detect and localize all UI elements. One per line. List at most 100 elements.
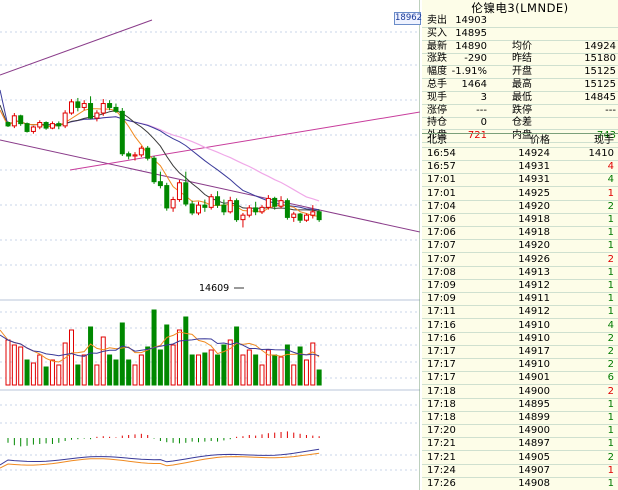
volume-ma-line [0,334,320,357]
tick-volume: 1 [607,266,614,278]
tick-volume: 1 [607,227,614,239]
tick-row[interactable]: 17:11 14912 1 [422,305,618,320]
candle-body [113,106,119,112]
tick-row[interactable]: 17:06 14918 1 [422,213,618,227]
tick-row[interactable]: 17:01 14931 4 [422,173,618,188]
quote-row: 总手 1464 最高 15125 [422,78,618,92]
quote-label: 买入 [427,27,447,39]
volume-bar [259,364,265,386]
candle-body [284,200,290,218]
quote-value: 1464 [461,79,487,90]
volume-bar [170,344,176,386]
quote-label: 均价 [512,40,532,52]
quote-label: 跌停 [512,104,532,116]
tick-row[interactable]: 17:09 14912 1 [422,279,618,293]
tick-row[interactable]: 17:06 14918 1 [422,226,618,241]
tick-row[interactable]: 17:24 14907 1 [422,464,618,478]
candle-body [151,157,157,183]
candle-body [75,101,81,108]
tick-volume: 4 [607,319,614,331]
quote-row: 涨停 --- 跌停 --- [422,104,618,118]
volume-bar [221,344,227,386]
tick-row[interactable]: 17:17 14910 2 [422,358,618,373]
tick-row[interactable]: 17:18 14900 2 [422,385,618,399]
candle-body [157,181,163,187]
volume-bar [145,346,151,386]
tick-row[interactable]: 17:04 14920 2 [422,200,618,214]
tick-time: 17:21 [427,438,456,450]
tick-row[interactable]: 17:16 14910 2 [422,332,618,346]
kline-chart-area[interactable]: 18962 14609 [0,0,422,490]
tick-row[interactable]: 17:18 14895 1 [422,398,618,412]
tick-row[interactable]: 17:07 14920 1 [422,239,618,254]
tick-price: 14895 [518,398,550,410]
tick-price: 14910 [518,319,550,331]
kline-chart-svg[interactable] [0,0,420,490]
tick-row[interactable]: 16:57 14931 4 [422,160,618,175]
tick-row[interactable]: 17:17 14901 6 [422,371,618,386]
volume-bar [164,324,170,386]
tick-row[interactable]: 17:20 14900 1 [422,424,618,439]
tick-time: 17:24 [427,464,456,476]
tick-header-volume: 现手 [594,135,614,146]
tick-row[interactable]: 17:01 14925 1 [422,187,618,201]
quote-value: 743 [596,130,616,142]
tick-time: 17:18 [427,398,456,410]
volume-bar [272,354,278,386]
tick-row[interactable]: 17:18 14899 1 [422,411,618,425]
tick-row[interactable]: 16:54 14924 1410 [422,147,618,161]
tick-price: 14910 [518,332,550,344]
tick-time: 17:11 [427,306,456,318]
tick-time: 17:04 [427,200,456,212]
tick-time: 17:17 [427,359,456,371]
tick-volume: 1 [607,464,614,476]
volume-bar [297,346,303,386]
tick-row[interactable]: 17:21 14897 1 [422,437,618,452]
tick-row[interactable]: 17:17 14917 2 [422,345,618,359]
quote-label: 卖出 [427,15,447,26]
quote-label: 开盘 [512,66,532,78]
tick-price: 14911 [518,293,550,305]
tick-row[interactable]: 17:16 14910 4 [422,319,618,333]
tick-price: 14920 [518,240,550,252]
volume-bar [56,364,62,386]
volume-bar [284,344,290,386]
volume-bar [157,349,163,386]
quote-value: 15125 [584,66,616,78]
quote-value: --- [476,104,487,116]
trend-line [0,139,420,233]
quote-label: 涨跌 [427,53,447,65]
tick-time: 17:09 [427,293,456,305]
quote-label: 内盘 [512,130,532,142]
quote-value: 3 [480,91,487,103]
tick-volume: 1 [607,293,614,305]
volume-bar [234,326,240,386]
quote-value: 15125 [584,79,616,90]
tick-row[interactable]: 17:21 14905 2 [422,451,618,465]
tick-time: 17:06 [427,214,456,225]
tick-row[interactable]: 17:08 14913 1 [422,266,618,280]
tick-row[interactable]: 17:07 14926 2 [422,253,618,267]
volume-bar [100,336,106,386]
tick-time: 17:09 [427,280,456,291]
candle-body [208,196,214,208]
tick-row[interactable]: 17:09 14911 1 [422,292,618,307]
tick-time: 17:18 [427,412,456,423]
candle-body [176,182,182,201]
volume-bar [208,349,214,386]
candle-body [11,115,17,127]
volume-bar [227,339,233,386]
quote-value: 15180 [584,53,616,65]
candle-body [49,123,55,129]
candle-body [202,204,208,208]
tick-price: 14925 [518,187,550,199]
quote-row: 外盘 721 内盘 743 [422,129,618,144]
tick-volume: 1 [607,398,614,410]
volume-bar [310,342,316,386]
tick-row[interactable]: 17:26 14908 1 [422,477,618,490]
quote-value: -290 [464,53,487,65]
quote-label: 最新 [427,40,447,52]
volume-bar [189,354,195,386]
volume-bar [240,354,246,386]
quote-row: 买入 14895 [422,27,618,41]
